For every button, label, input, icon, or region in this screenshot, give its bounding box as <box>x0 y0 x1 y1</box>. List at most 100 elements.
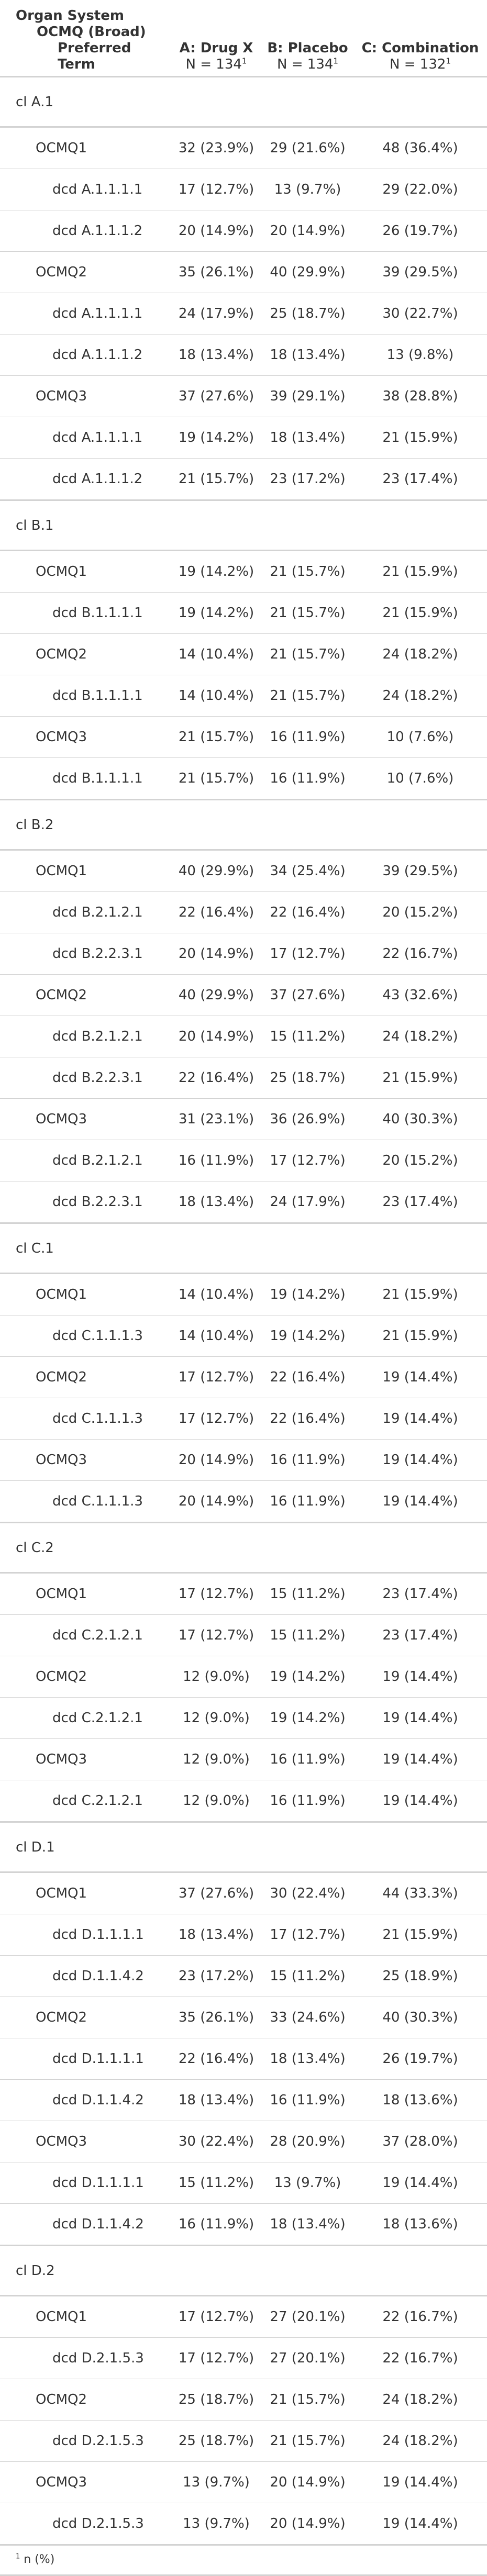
cell-placebo: 16 (11.9%) <box>262 716 353 758</box>
cell-drug-x: 20 (14.9%) <box>171 1439 262 1481</box>
cell-combination: 26 (19.7%) <box>353 210 487 252</box>
cell-drug-x: 20 (14.9%) <box>171 1480 262 1523</box>
preferred-term-label: dcd B.2.1.2.1 <box>0 1140 171 1181</box>
preferred-term-label: dcd B.2.1.2.1 <box>0 891 171 933</box>
footnote: 1 n (%) <box>0 2544 487 2576</box>
arm-name: A: Drug X <box>179 40 253 56</box>
preferred-term-label: dcd B.1.1.1.1 <box>0 592 171 634</box>
cell-combination: 10 (7.6%) <box>353 757 487 800</box>
cell-placebo: 16 (11.9%) <box>262 1480 353 1523</box>
preferred-term-row: dcd D.1.1.1.1 18 (13.4%) 17 (12.7%) 21 (15.… <box>0 1914 487 1956</box>
cell-combination: 29 (22.0%) <box>353 169 487 210</box>
arm-n-text: N = 134 <box>277 57 334 72</box>
cell-drug-x: 31 (23.1%) <box>171 1098 262 1140</box>
cell-combination: 24 (18.2%) <box>353 2420 487 2462</box>
ocmq-label: OCMQ3 <box>0 375 171 417</box>
footnote-mark: 1 <box>16 2552 20 2561</box>
organ-system-group-row: cl C.1 <box>0 1222 487 1274</box>
ocmq-label: OCMQ1 <box>0 1273 171 1315</box>
cell-drug-x: 40 (29.9%) <box>171 974 262 1016</box>
preferred-term-row: dcd D.1.1.4.2 16 (11.9%) 18 (13.4%) 18 (13.… <box>0 2203 487 2246</box>
organ-system-group-row: cl B.1 <box>0 499 487 551</box>
cell-combination: 19 (14.4%) <box>353 2162 487 2204</box>
cell-placebo: 20 (14.9%) <box>262 2461 353 2503</box>
cell-placebo: 39 (29.1%) <box>262 375 353 417</box>
preferred-term-label: dcd C.1.1.1.3 <box>0 1480 171 1523</box>
cell-placebo: 33 (24.6%) <box>262 1997 353 2038</box>
ocmq-row: OCMQ3 12 (9.0%) 16 (11.9%) 19 (14.4%) <box>0 1738 487 1780</box>
ocmq-label: OCMQ3 <box>0 2461 171 2503</box>
footnote-row: 1 n (%) <box>0 2544 487 2576</box>
cell-combination: 21 (15.9%) <box>353 550 487 593</box>
ocmq-label: OCMQ1 <box>0 2295 171 2338</box>
ocmq-label: OCMQ3 <box>0 1098 171 1140</box>
preferred-term-label: dcd A.1.1.1.2 <box>0 334 171 376</box>
organ-system-group-row: cl D.1 <box>0 1821 487 1873</box>
cell-combination: 40 (30.3%) <box>353 1098 487 1140</box>
cell-drug-x: 17 (12.7%) <box>171 2295 262 2338</box>
cell-combination: 23 (17.4%) <box>353 1181 487 1223</box>
cell-drug-x: 17 (12.7%) <box>171 1398 262 1440</box>
cell-placebo: 18 (13.4%) <box>262 417 353 459</box>
preferred-term-row: dcd B.2.2.3.1 20 (14.9%) 17 (12.7%) 22 (16.… <box>0 933 487 975</box>
cell-combination: 24 (18.2%) <box>353 1016 487 1057</box>
cell-drug-x: 25 (18.7%) <box>171 2420 262 2462</box>
cell-combination: 48 (36.4%) <box>353 127 487 169</box>
cell-drug-x: 17 (12.7%) <box>171 1573 262 1615</box>
cell-placebo: 30 (22.4%) <box>262 1872 353 1914</box>
cell-drug-x: 15 (11.2%) <box>171 2162 262 2204</box>
ocmq-row: OCMQ1 17 (12.7%) 27 (20.1%) 22 (16.7%) <box>0 2295 487 2338</box>
cell-placebo: 22 (16.4%) <box>262 891 353 933</box>
organ-system-label: cl C.1 <box>0 1222 487 1274</box>
cell-drug-x: 37 (27.6%) <box>171 375 262 417</box>
footnote-mark: 1 <box>241 56 247 66</box>
ocmq-row: OCMQ3 30 (22.4%) 28 (20.9%) 37 (28.0%) <box>0 2121 487 2162</box>
cell-placebo: 16 (11.9%) <box>262 2079 353 2121</box>
cell-placebo: 21 (15.7%) <box>262 592 353 634</box>
preferred-term-label: dcd D.1.1.4.2 <box>0 2079 171 2121</box>
preferred-term-row: dcd B.2.1.2.1 20 (14.9%) 15 (11.2%) 24 (18.… <box>0 1016 487 1057</box>
preferred-term-row: dcd C.1.1.1.3 14 (10.4%) 19 (14.2%) 21 (15.… <box>0 1315 487 1357</box>
ocmq-row: OCMQ3 20 (14.9%) 16 (11.9%) 19 (14.4%) <box>0 1439 487 1481</box>
cell-drug-x: 19 (14.2%) <box>171 592 262 634</box>
cell-drug-x: 16 (11.9%) <box>171 2203 262 2246</box>
stub-header-ocmq: OCMQ (Broad) <box>37 24 146 40</box>
cell-drug-x: 35 (26.1%) <box>171 1997 262 2038</box>
preferred-term-row: dcd D.1.1.4.2 23 (17.2%) 15 (11.2%) 25 (18.… <box>0 1955 487 1997</box>
preferred-term-row: dcd A.1.1.1.2 20 (14.9%) 20 (14.9%) 26 (19.… <box>0 210 487 252</box>
cell-drug-x: 18 (13.4%) <box>171 2079 262 2121</box>
ocmq-row: OCMQ3 13 (9.7%) 20 (14.9%) 19 (14.4%) <box>0 2461 487 2503</box>
cell-combination: 39 (29.5%) <box>353 850 487 892</box>
cell-placebo: 34 (25.4%) <box>262 850 353 892</box>
arm-n-count: N = 1321 <box>353 57 487 73</box>
cell-combination: 10 (7.6%) <box>353 716 487 758</box>
cell-placebo: 19 (14.2%) <box>262 1656 353 1698</box>
ocmq-row: OCMQ2 40 (29.9%) 37 (27.6%) 43 (32.6%) <box>0 974 487 1016</box>
cell-combination: 23 (17.4%) <box>353 1573 487 1615</box>
ocmq-label: OCMQ2 <box>0 974 171 1016</box>
cell-drug-x: 12 (9.0%) <box>171 1780 262 1822</box>
preferred-term-label: dcd A.1.1.1.2 <box>0 210 171 252</box>
ocmq-row: OCMQ2 14 (10.4%) 21 (15.7%) 24 (18.2%) <box>0 633 487 675</box>
preferred-term-label: dcd D.2.1.5.3 <box>0 2337 171 2379</box>
cell-drug-x: 21 (15.7%) <box>171 716 262 758</box>
cell-combination: 19 (14.4%) <box>353 1398 487 1440</box>
cell-combination: 20 (15.2%) <box>353 891 487 933</box>
header-row: Organ System OCMQ (Broad) Preferred Term… <box>0 0 487 77</box>
cell-drug-x: 14 (10.4%) <box>171 1315 262 1357</box>
cell-combination: 19 (14.4%) <box>353 2461 487 2503</box>
preferred-term-label: dcd A.1.1.1.1 <box>0 293 171 334</box>
organ-system-group-row: cl D.2 <box>0 2245 487 2296</box>
cell-placebo: 24 (17.9%) <box>262 1181 353 1223</box>
preferred-term-row: dcd D.2.1.5.3 25 (18.7%) 21 (15.7%) 24 (18.… <box>0 2420 487 2462</box>
ocmq-row: OCMQ2 25 (18.7%) 21 (15.7%) 24 (18.2%) <box>0 2379 487 2421</box>
cell-combination: 25 (18.9%) <box>353 1955 487 1997</box>
ocmq-row: OCMQ2 35 (26.1%) 40 (29.9%) 39 (29.5%) <box>0 251 487 293</box>
cell-placebo: 15 (11.2%) <box>262 1573 353 1615</box>
cell-placebo: 19 (14.2%) <box>262 1697 353 1739</box>
cell-drug-x: 21 (15.7%) <box>171 458 262 500</box>
preferred-term-row: dcd B.1.1.1.1 14 (10.4%) 21 (15.7%) 24 (18.… <box>0 675 487 717</box>
cell-combination: 19 (14.4%) <box>353 2503 487 2545</box>
cell-drug-x: 19 (14.2%) <box>171 417 262 459</box>
ocmq-label: OCMQ1 <box>0 1872 171 1914</box>
